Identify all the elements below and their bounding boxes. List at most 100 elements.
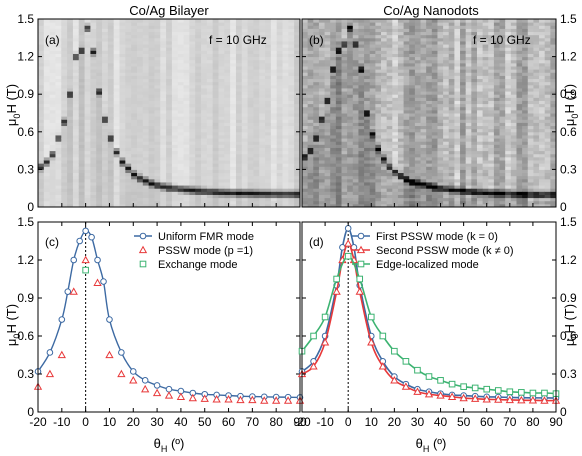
heatmap-cell	[78, 103, 86, 108]
heatmap-cell	[78, 66, 86, 70]
heatmap-cell	[324, 84, 331, 89]
heatmap-cell	[177, 138, 185, 142]
heatmap-cell	[253, 163, 260, 167]
heatmap-cell	[107, 160, 115, 164]
heatmap-cell	[414, 50, 422, 54]
heatmap-cell	[195, 181, 202, 186]
heatmap-cell	[72, 31, 80, 36]
heatmap-cell	[324, 37, 331, 42]
heatmap-cell	[392, 87, 399, 92]
heatmap-cell	[166, 78, 173, 83]
heatmap-cell	[235, 178, 243, 183]
heatmap-cell	[386, 197, 393, 202]
heatmap-cell	[160, 160, 167, 164]
heatmap-cell	[67, 109, 74, 114]
heatmap-cell	[166, 56, 173, 61]
heatmap-cell	[189, 81, 196, 86]
heatmap-cell	[335, 53, 343, 58]
heatmap-cell	[67, 34, 74, 39]
heatmap-cell	[61, 81, 68, 86]
heatmap-cell	[43, 144, 51, 148]
heatmap-cell	[90, 134, 97, 139]
heatmap-cell	[61, 44, 68, 48]
heatmap-cell	[183, 81, 190, 86]
heatmap-cell	[493, 125, 501, 130]
heatmap-cell	[206, 175, 214, 180]
heatmap-cell	[282, 153, 289, 158]
heatmap-cell	[465, 109, 472, 114]
heatmap-cell	[330, 116, 337, 120]
heatmap-cell	[476, 19, 484, 23]
heatmap-cell	[347, 25, 354, 29]
heatmap-cell	[166, 40, 173, 45]
heatmap-cell	[160, 94, 167, 98]
heatmap-cell	[493, 181, 501, 186]
heatmap-cell	[352, 153, 359, 158]
heatmap-cell	[403, 160, 410, 164]
heatmap-cell	[276, 194, 284, 199]
heatmap-cell	[347, 191, 354, 195]
heatmap-cell	[241, 191, 249, 195]
heatmap-cell	[288, 160, 295, 164]
heatmap-cell	[352, 128, 359, 133]
heatmap-cell	[212, 188, 219, 192]
heatmap-cell	[189, 47, 196, 51]
heatmap-cell	[471, 113, 478, 117]
heatmap-cell	[499, 44, 506, 48]
heatmap-cell	[465, 91, 472, 95]
heatmap-cell	[471, 194, 478, 199]
heatmap-cell	[166, 106, 173, 111]
heatmap-cell	[177, 153, 185, 158]
heatmap-cell	[160, 175, 167, 180]
heatmap-cell	[403, 28, 410, 33]
heatmap-cell	[171, 72, 179, 76]
heatmap-cell	[420, 147, 427, 152]
heatmap-cell	[454, 160, 461, 164]
heatmap-cell	[72, 178, 80, 183]
heatmap-cell	[414, 194, 422, 199]
heatmap-cell	[189, 28, 196, 33]
heatmap-cell	[426, 125, 433, 130]
heatmap-cell	[465, 81, 472, 86]
heatmap-cell	[148, 181, 155, 186]
heatmap-cell	[352, 66, 359, 70]
heatmap-cell	[247, 106, 254, 111]
heatmap-cell	[505, 185, 512, 189]
heatmap-cell	[324, 106, 331, 111]
heatmap-cell	[230, 181, 237, 186]
heatmap-cell	[148, 147, 155, 152]
heatmap-cell	[125, 191, 132, 195]
heatmap-cell	[369, 50, 376, 54]
heatmap-cell	[420, 134, 427, 139]
heatmap-cell	[235, 75, 243, 80]
heatmap-cell	[131, 160, 138, 164]
heatmap-cell	[448, 84, 455, 89]
heatmap-cell	[183, 153, 190, 158]
heatmap-cell	[224, 113, 231, 117]
heatmap-cell	[307, 78, 314, 83]
heatmap-cell	[375, 175, 382, 180]
heatmap-cell	[55, 144, 62, 148]
heatmap-cell	[119, 78, 126, 83]
heatmap-cell	[288, 153, 295, 158]
heatmap-cell	[206, 94, 214, 98]
heatmap-cell	[335, 87, 343, 92]
heatmap-cell	[409, 97, 416, 101]
heatmap-cell	[381, 94, 388, 98]
heatmap-cell	[183, 87, 190, 92]
heatmap-cell	[397, 106, 405, 111]
heatmap-cell	[341, 75, 348, 80]
heatmap-cell	[302, 22, 309, 26]
heatmap-cell	[454, 141, 461, 145]
heatmap-cell	[90, 103, 97, 108]
heatmap-cell	[84, 109, 91, 114]
heatmap-cell	[397, 134, 405, 139]
heatmap-cell	[195, 106, 202, 111]
heatmap-cell	[471, 191, 478, 195]
heatmap-cell	[235, 69, 243, 73]
heatmap-cell	[364, 69, 371, 73]
heatmap-cell	[505, 128, 512, 133]
heatmap-cell	[183, 103, 190, 108]
heatmap-cell	[241, 40, 249, 45]
heatmap-cell	[476, 169, 484, 174]
